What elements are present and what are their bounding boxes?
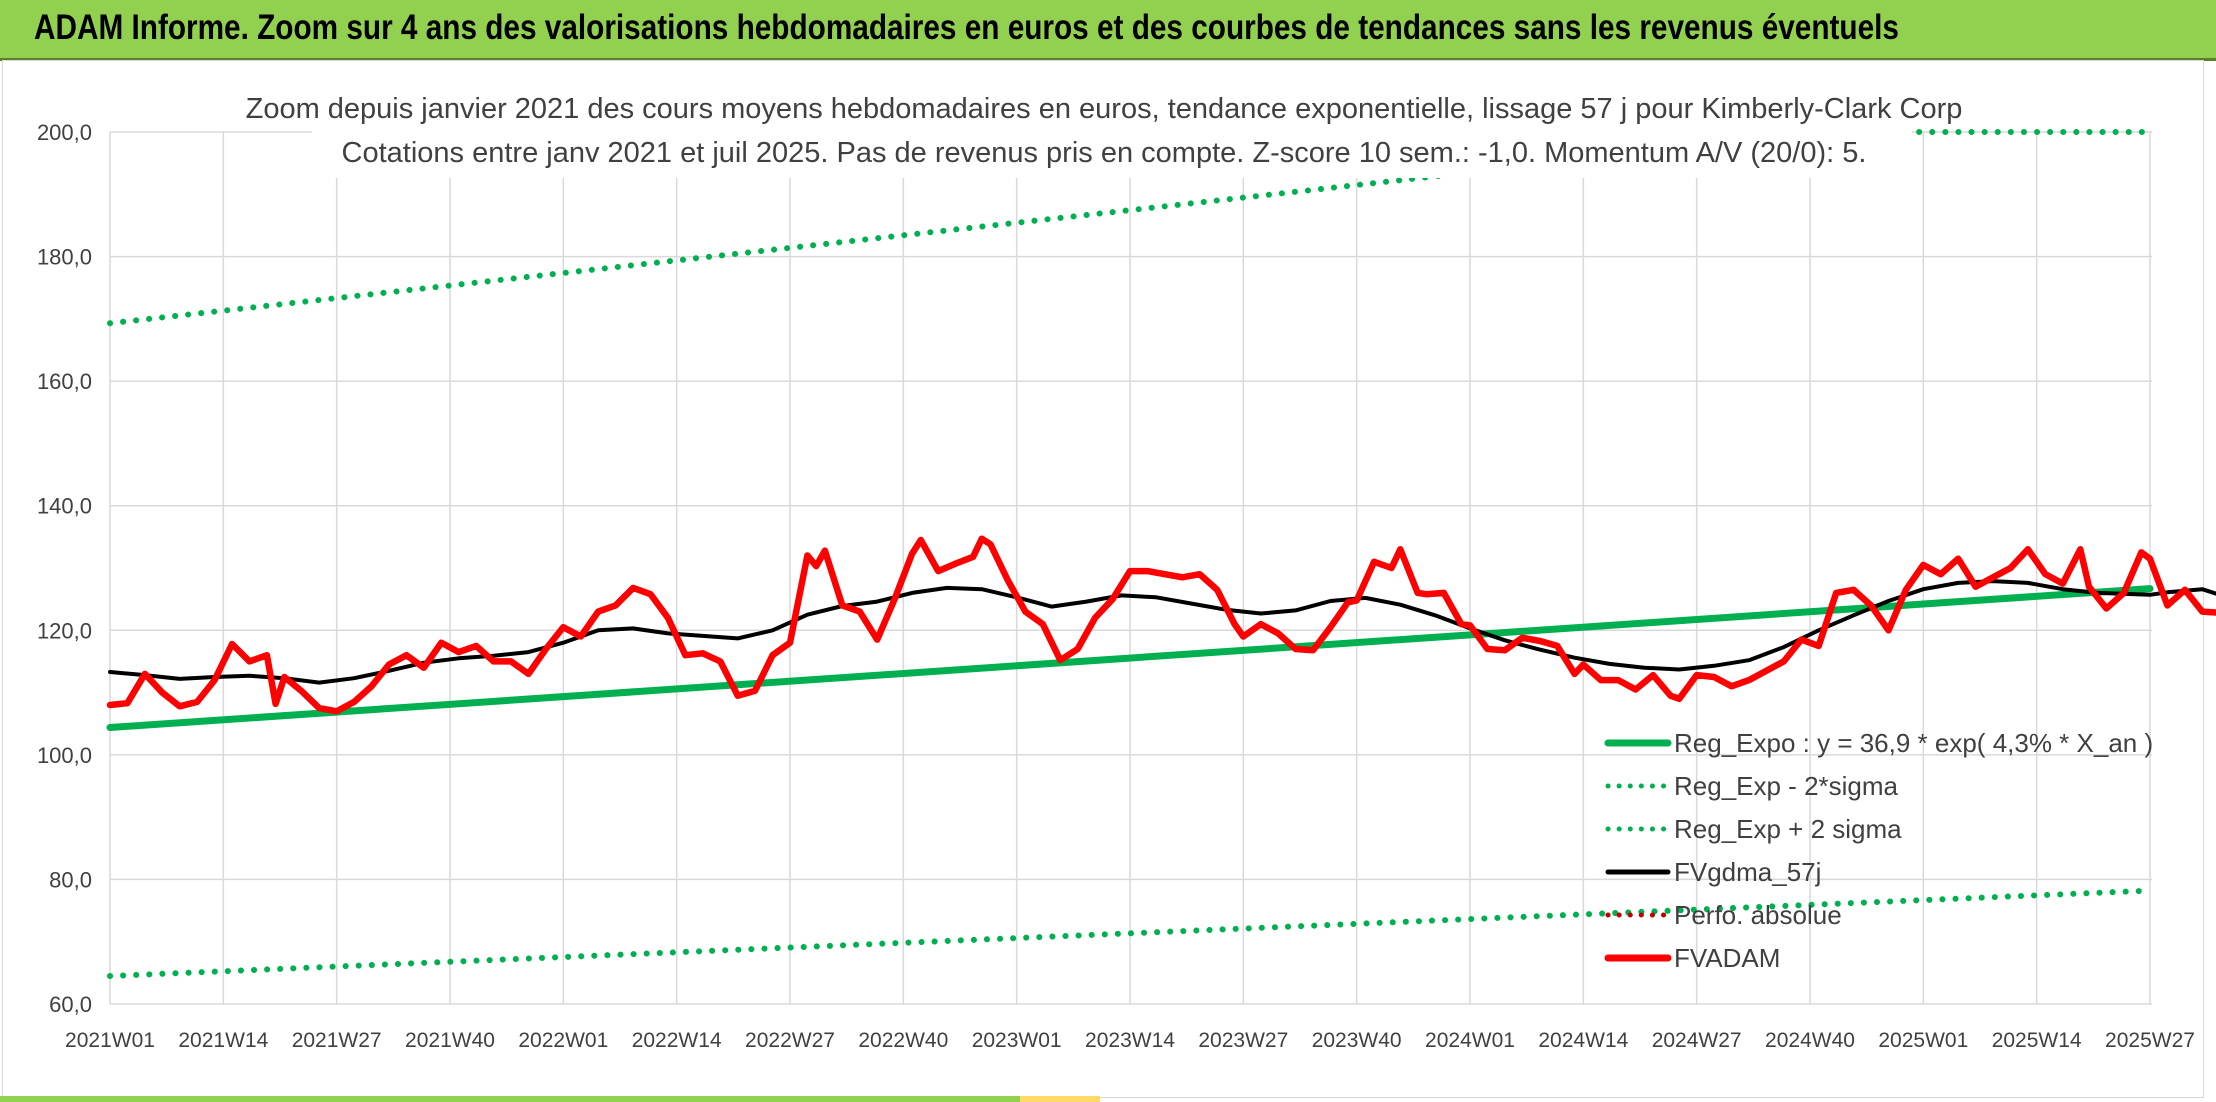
- x-tick-label: 2021W14: [178, 1029, 268, 1052]
- y-tick-label: 100,0: [37, 743, 92, 768]
- x-tick-label: 2024W40: [1765, 1029, 1855, 1052]
- y-tick-label: 120,0: [37, 618, 92, 643]
- x-tick-label: 2023W27: [1198, 1029, 1288, 1052]
- legend-label: Reg_Exp - 2*sigma: [1674, 771, 1899, 801]
- chart-title: Zoom depuis janvier 2021 des cours moyen…: [246, 86, 1963, 178]
- axis-layer: 60,0 80,0 100,0 120,0 140,0 160,0 180,0 200,0 20…: [37, 120, 2195, 1052]
- x-tick-label: 2022W40: [858, 1029, 948, 1052]
- grid-layer: [109, 131, 2152, 1005]
- x-tick-label: 2023W14: [1085, 1029, 1175, 1052]
- x-tick-label: 2021W01: [65, 1029, 155, 1052]
- header-underline: [0, 58, 2216, 61]
- chart-title-background: [312, 86, 1912, 178]
- series-fvadam: [106, 535, 2216, 715]
- header-bar: [0, 0, 2216, 58]
- x-tick-label: 2025W27: [2105, 1029, 2195, 1052]
- x-tick-label: 2022W01: [518, 1029, 608, 1052]
- bottom-accent-bar: [0, 1096, 2216, 1102]
- x-tick-label: 2021W40: [405, 1029, 495, 1052]
- y-tick-label: 200,0: [37, 120, 92, 145]
- x-tick-label: 2024W14: [1538, 1029, 1628, 1052]
- legend-label: Reg_Exp + 2 sigma: [1674, 814, 1902, 844]
- y-tick-label: 180,0: [37, 245, 92, 270]
- legend-label: FVgdma_57j: [1674, 857, 1821, 887]
- series-layer: [106, 129, 2216, 979]
- x-tick-label: 2025W01: [1878, 1029, 1968, 1052]
- x-tick-label: 2022W27: [745, 1029, 835, 1052]
- x-tick-label: 2021W27: [292, 1029, 382, 1052]
- y-tick-label: 140,0: [37, 494, 92, 519]
- x-tick-label: 2024W27: [1652, 1029, 1742, 1052]
- chart-frame: [2, 60, 2204, 1098]
- x-tick-label: 2023W40: [1312, 1029, 1402, 1052]
- page-title: ADAM Informe. Zoom sur 4 ans des valoris…: [34, 8, 1899, 47]
- series-reg-exp-minus-2sigma: [107, 887, 2153, 979]
- legend-label: FVADAM: [1674, 943, 1780, 973]
- x-tick-label: 2023W01: [972, 1029, 1062, 1052]
- y-tick-label: 80,0: [49, 867, 92, 892]
- series-reg-expo: [106, 585, 2154, 731]
- chart-title-line2: Cotations entre janv 2021 et juil 2025. …: [342, 137, 1867, 169]
- legend-label: Perfo. absolue: [1674, 900, 1842, 930]
- x-tick-label: 2025W14: [1992, 1029, 2082, 1052]
- series-reg-exp-plus-2sigma: [107, 129, 1839, 327]
- y-tick-label: 160,0: [37, 369, 92, 394]
- legend: Reg_Expo : y = 36,9 * exp( 4,3% * X_an )…: [1604, 728, 2153, 973]
- legend-label: Reg_Expo : y = 36,9 * exp( 4,3% * X_an ): [1674, 728, 2153, 758]
- chart-title-line1: Zoom depuis janvier 2021 des cours moyen…: [246, 93, 1963, 125]
- y-tick-label: 60,0: [49, 992, 92, 1017]
- x-tick-label: 2024W01: [1425, 1029, 1515, 1052]
- x-tick-label: 2022W14: [632, 1029, 722, 1052]
